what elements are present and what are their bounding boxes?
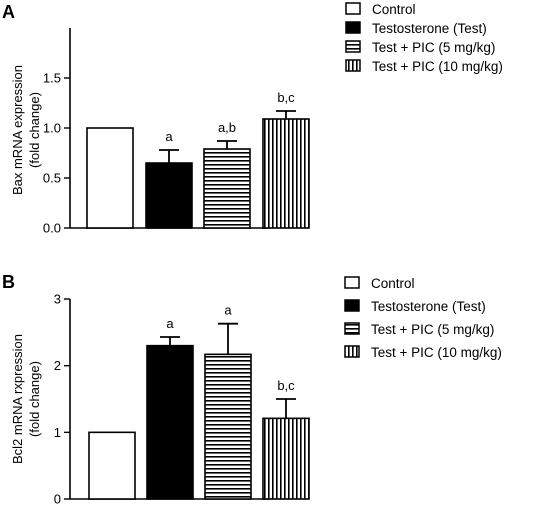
y-axis-title: (fold change) [27,361,42,437]
significance-label: a [166,316,174,331]
bar [88,431,136,500]
legend-swatch [344,322,360,335]
legend-swatch [345,2,361,15]
bar [262,417,310,500]
significance-label: a,b [218,120,236,135]
significance-label: b,c [277,378,295,393]
legend-swatch [344,299,360,312]
legend-label: Test + PIC (5 mg/kg) [372,40,495,55]
panel-b: B 0 1 2 3 Bcl2 mRNA rxpression (fold change) a a… [2,272,502,507]
panel-letter: B [2,272,15,292]
legend-swatch [344,345,360,358]
y-tick-label: 0.0 [43,221,61,236]
y-axis-title: Bax mRNA expression [10,65,25,195]
y-tick-label: 1.5 [43,71,61,86]
panel-letter: A [2,2,15,22]
bar [86,127,134,229]
y-axis-title: (fold change) [27,92,42,168]
significance-label: b,c [277,90,295,105]
legend-label: Testosterone (Test) [371,299,486,314]
legend-label: Test + PIC (10 mg/kg) [371,345,502,360]
y-tick-label: 3 [54,292,61,307]
y-tick-label: 1 [54,425,61,440]
bar [203,148,251,229]
y-tick-label: 0.5 [43,171,61,186]
bar [204,353,252,500]
bar [145,162,193,229]
legend-swatch [344,276,360,289]
bar [146,344,194,500]
bar [262,118,310,229]
y-axis-title: Bcl2 mRNA rxpression [10,334,25,464]
legend-label: Control [371,276,415,291]
legend-swatch [345,59,361,72]
significance-label: a [165,129,173,144]
legend-swatch [345,21,361,34]
panel-a: A 0.0 0.5 1.0 1.5 Bax mRNA expression (fold ch… [2,2,503,236]
legend-label: Testosterone (Test) [372,21,487,36]
legend-swatch [345,40,361,53]
y-tick-label: 2 [54,358,61,373]
y-tick-label: 0 [54,492,61,507]
legend-label: Test + PIC (5 mg/kg) [371,322,494,337]
legend-label: Test + PIC (10 mg/kg) [372,59,503,74]
y-tick-label: 1.0 [43,121,61,136]
legend-label: Control [372,2,416,17]
significance-label: a [224,303,232,318]
